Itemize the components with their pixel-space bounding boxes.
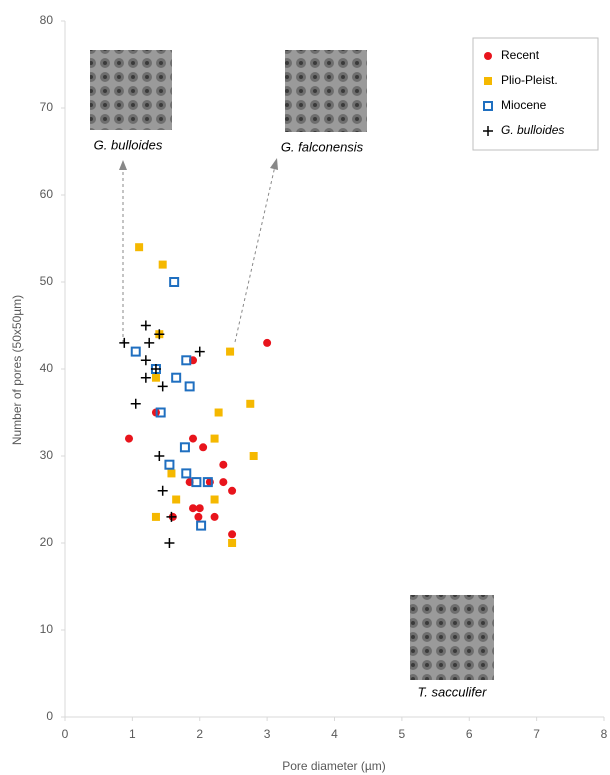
point bbox=[228, 530, 237, 539]
point bbox=[202, 477, 213, 488]
point bbox=[166, 511, 177, 522]
point bbox=[210, 512, 219, 521]
y-tick-label: 80 bbox=[40, 13, 54, 27]
y-tick-label: 60 bbox=[40, 187, 54, 201]
point bbox=[164, 459, 175, 470]
y-tick-label: 40 bbox=[40, 361, 54, 375]
x-tick-label: 3 bbox=[264, 727, 271, 741]
legend-label: Miocene bbox=[501, 98, 547, 112]
point bbox=[140, 355, 151, 366]
point bbox=[226, 347, 235, 356]
point bbox=[196, 520, 207, 531]
point bbox=[179, 442, 190, 453]
y-tick-label: 0 bbox=[46, 709, 53, 723]
point bbox=[199, 443, 208, 452]
y-tick-label: 50 bbox=[40, 274, 54, 288]
point bbox=[210, 434, 219, 443]
point bbox=[158, 260, 167, 269]
point bbox=[171, 372, 182, 383]
point bbox=[195, 504, 204, 513]
y-tick-label: 20 bbox=[40, 535, 54, 549]
point bbox=[189, 434, 198, 443]
point bbox=[140, 320, 151, 331]
point bbox=[154, 451, 165, 461]
x-tick-label: 5 bbox=[399, 727, 406, 741]
point bbox=[219, 478, 228, 487]
point bbox=[157, 485, 168, 496]
point bbox=[157, 381, 168, 392]
arrow bbox=[234, 165, 276, 343]
point bbox=[167, 469, 176, 478]
point bbox=[119, 337, 130, 348]
legend-box bbox=[472, 37, 599, 151]
point bbox=[184, 381, 195, 392]
point bbox=[219, 460, 228, 469]
point bbox=[164, 538, 175, 548]
point bbox=[125, 434, 134, 443]
annotation: G. falconensis bbox=[281, 139, 364, 154]
x-axis-label: Pore diameter (µm) bbox=[282, 759, 386, 773]
point bbox=[191, 477, 202, 488]
point bbox=[214, 408, 223, 417]
y-axis-label: Number of pores (50x50µm) bbox=[10, 295, 24, 445]
image bbox=[285, 50, 367, 132]
point bbox=[151, 373, 160, 382]
point bbox=[249, 452, 258, 460]
x-tick-label: 8 bbox=[601, 727, 608, 741]
point bbox=[135, 243, 144, 252]
x-tick-label: 1 bbox=[129, 727, 136, 741]
arrow-head bbox=[119, 160, 127, 170]
point bbox=[246, 399, 255, 408]
annotation: G. bulloides bbox=[94, 137, 163, 152]
point bbox=[484, 77, 492, 85]
x-tick-label: 7 bbox=[533, 727, 540, 741]
annotation: T. sacculifer bbox=[418, 684, 488, 699]
image bbox=[90, 50, 172, 130]
point bbox=[130, 398, 141, 409]
point bbox=[181, 468, 192, 479]
arrow-head bbox=[270, 158, 278, 170]
point bbox=[189, 504, 198, 513]
point bbox=[228, 486, 237, 495]
point bbox=[181, 355, 192, 366]
point bbox=[263, 338, 272, 347]
point bbox=[483, 101, 493, 111]
x-tick-label: 4 bbox=[331, 727, 338, 741]
y-tick-label: 30 bbox=[40, 448, 54, 462]
y-tick-label: 10 bbox=[40, 622, 54, 636]
point bbox=[151, 512, 160, 521]
point bbox=[194, 512, 203, 521]
legend-label: G. bulloides bbox=[501, 123, 564, 137]
sem-images bbox=[90, 50, 494, 680]
point bbox=[130, 346, 141, 357]
image bbox=[410, 595, 494, 680]
y-tick-label: 70 bbox=[40, 100, 54, 114]
point bbox=[154, 329, 165, 340]
point bbox=[194, 346, 205, 357]
point bbox=[144, 337, 155, 348]
point bbox=[169, 277, 180, 287]
point bbox=[483, 126, 493, 136]
point bbox=[172, 495, 181, 504]
point bbox=[210, 495, 219, 504]
legend-label: Plio-Pleist. bbox=[501, 73, 558, 87]
point bbox=[150, 364, 161, 374]
point bbox=[228, 539, 237, 547]
x-tick-label: 6 bbox=[466, 727, 473, 741]
point bbox=[484, 52, 492, 60]
legend-label: Recent bbox=[501, 48, 540, 62]
point bbox=[140, 372, 151, 383]
x-tick-label: 0 bbox=[62, 727, 69, 741]
point bbox=[155, 407, 166, 418]
x-tick-label: 2 bbox=[196, 727, 203, 741]
